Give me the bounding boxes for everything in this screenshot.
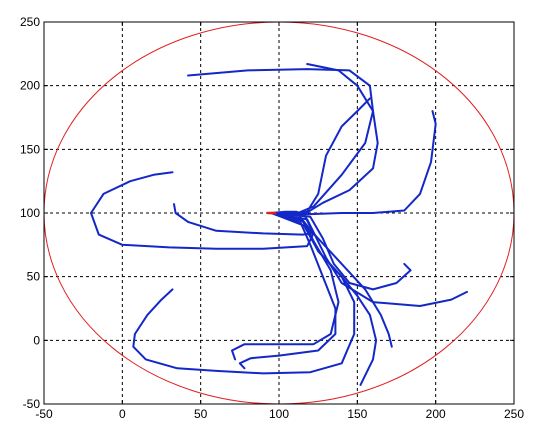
- y-tick-label: 0: [33, 333, 40, 347]
- x-tick-label: 150: [347, 407, 367, 421]
- y-tick-label: 50: [27, 270, 41, 284]
- x-tick-label: 250: [504, 407, 524, 421]
- trajectory-line-6: [270, 110, 437, 216]
- x-tick-label: 0: [119, 407, 126, 421]
- y-tick-label: 200: [20, 79, 40, 93]
- x-tick-label: 200: [426, 407, 446, 421]
- x-tick-label: 50: [194, 407, 208, 421]
- trajectory-line-5: [270, 63, 379, 216]
- trajectory-line-13: [132, 212, 356, 375]
- trajectory-line-12: [238, 212, 337, 370]
- y-tick-label: 100: [20, 206, 40, 220]
- x-tick-label: -50: [35, 407, 53, 421]
- y-tick-label: 150: [20, 142, 40, 156]
- series-layer: [90, 63, 468, 386]
- y-tick-label: 250: [20, 15, 40, 29]
- grid-lines: [44, 22, 514, 404]
- trajectory-line-7: [270, 212, 412, 291]
- trajectory-line-1: [90, 171, 315, 250]
- x-tick-label: 100: [269, 407, 289, 421]
- y-tick-label: -50: [23, 397, 41, 411]
- tick-layer: -50 0 50 100 150 200 250 -50 0 50 100 150 200 250: [20, 15, 524, 421]
- trajectory-line-8: [270, 212, 468, 307]
